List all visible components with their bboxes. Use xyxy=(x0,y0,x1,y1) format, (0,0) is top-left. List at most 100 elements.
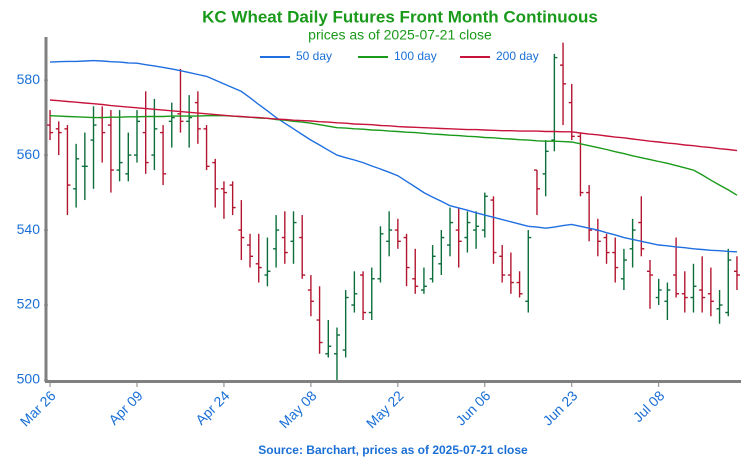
source-note: Source: Barchart, prices as of 2025-07-2… xyxy=(258,443,528,457)
moving-average-line xyxy=(49,99,738,152)
ohlc-bar xyxy=(186,95,193,148)
ohlc-bar xyxy=(403,233,410,287)
ohlc-bar xyxy=(438,230,445,276)
ohlc-bar xyxy=(455,207,462,268)
y-tick-label: 520 xyxy=(17,296,41,312)
ohlc-bar xyxy=(168,102,175,148)
ohlc-bar xyxy=(681,271,688,313)
ohlc-bar xyxy=(351,271,358,313)
ohlc-bar xyxy=(577,132,584,197)
ohlc-bar xyxy=(707,267,714,317)
ohlc-bar xyxy=(255,233,262,283)
ohlc-bar xyxy=(99,106,106,163)
ohlc-bar xyxy=(525,230,532,313)
y-tick-label: 560 xyxy=(17,146,41,162)
ohlc-bar xyxy=(307,275,314,317)
ohlc-bar xyxy=(125,132,132,182)
ohlc-bar xyxy=(533,169,540,216)
ohlc-bar xyxy=(377,226,384,283)
ohlc-bar xyxy=(47,110,54,141)
ohlc-bar xyxy=(73,143,80,208)
x-tick-label: May 22 xyxy=(363,387,407,431)
ohlc-bar xyxy=(490,196,497,264)
ohlc-bar xyxy=(629,218,636,268)
x-tick-label: May 08 xyxy=(276,387,320,431)
legend-label: 100 day xyxy=(394,49,437,63)
ohlc-bar xyxy=(264,237,271,287)
ohlc-bar xyxy=(281,211,288,264)
ohlc-bar xyxy=(238,200,245,261)
ohlc-bar xyxy=(151,98,158,171)
ohlc-bar xyxy=(142,91,149,174)
ohlc-bar xyxy=(664,282,671,321)
ohlc-bar xyxy=(507,252,514,294)
ohlc-bar xyxy=(160,125,167,186)
ohlc-bar xyxy=(551,53,558,152)
y-tick-label: 580 xyxy=(17,71,41,87)
ohlc-bar xyxy=(655,278,662,306)
ohlc-bar xyxy=(55,121,62,156)
x-tick-label: Apr 24 xyxy=(192,387,233,428)
ohlc-bar xyxy=(447,207,454,257)
ohlc-bar xyxy=(464,211,471,253)
ohlc-bar xyxy=(499,245,506,283)
legend-label: 200 day xyxy=(496,49,539,63)
ohlc-bar xyxy=(81,132,88,201)
ohlc-bar xyxy=(333,327,340,380)
ohlc-bar xyxy=(725,248,732,317)
ohlc-bar xyxy=(316,286,323,354)
ohlc-bar xyxy=(620,248,627,291)
ohlc-bar xyxy=(325,320,332,358)
ohlc-bar xyxy=(342,290,349,358)
ohlc-bar xyxy=(603,233,610,264)
ohlc-bar xyxy=(203,125,210,171)
chart-title: KC Wheat Daily Futures Front Month Conti… xyxy=(202,7,598,26)
ohlc-bar xyxy=(247,233,254,268)
y-tick-label: 540 xyxy=(17,221,41,237)
ohlc-bar xyxy=(429,245,436,283)
y-tick-label: 500 xyxy=(17,371,41,387)
x-tick-label: Apr 09 xyxy=(105,387,146,428)
ohlc-bar xyxy=(586,185,593,242)
ohlc-bar xyxy=(699,256,706,313)
ohlc-bar xyxy=(107,110,114,193)
ohlc-bar xyxy=(473,211,480,249)
ohlc-bar xyxy=(647,260,654,309)
x-tick-label: Jun 06 xyxy=(452,387,493,428)
ohlc-bar xyxy=(360,271,367,321)
ohlc-bar xyxy=(612,237,619,283)
ohlc-bar xyxy=(412,248,419,294)
legend-label: 50 day xyxy=(296,49,332,63)
ohlc-bar xyxy=(594,218,601,257)
ohlc-bar xyxy=(690,263,697,313)
ohlc-bar xyxy=(116,110,123,182)
ohlc-bar xyxy=(394,218,401,249)
ohlc-bar xyxy=(220,181,227,219)
ohlc-bar xyxy=(568,83,575,141)
ohlc-bar xyxy=(516,271,523,298)
ohlc-bar xyxy=(90,106,97,189)
ohlc-bar xyxy=(638,196,645,257)
ohlc-bar xyxy=(273,215,280,268)
x-tick-label: Jun 23 xyxy=(539,387,580,428)
ohlc-bar xyxy=(716,290,723,324)
ohlc-bar xyxy=(542,140,549,197)
x-tick-label: Jul 08 xyxy=(630,387,668,425)
ohlc-bar xyxy=(420,267,427,294)
ohlc-bar xyxy=(133,110,140,163)
moving-average-line xyxy=(49,59,738,253)
moving-average-line xyxy=(49,115,738,196)
ohlc-bar xyxy=(386,211,393,257)
ohlc-bar xyxy=(229,181,236,216)
ohlc-bar xyxy=(194,91,201,144)
ohlc-bar xyxy=(290,211,297,264)
ohlc-bar xyxy=(177,68,184,133)
ohlc-bar xyxy=(368,267,375,321)
ohlc-bar xyxy=(64,125,71,216)
ohlc-bar xyxy=(212,158,219,208)
ohlc-bar xyxy=(299,215,306,279)
chart-subtitle: prices as of 2025-07-21 close xyxy=(308,27,492,43)
x-tick-label: Mar 26 xyxy=(17,387,59,429)
ohlc-bar xyxy=(733,256,740,291)
